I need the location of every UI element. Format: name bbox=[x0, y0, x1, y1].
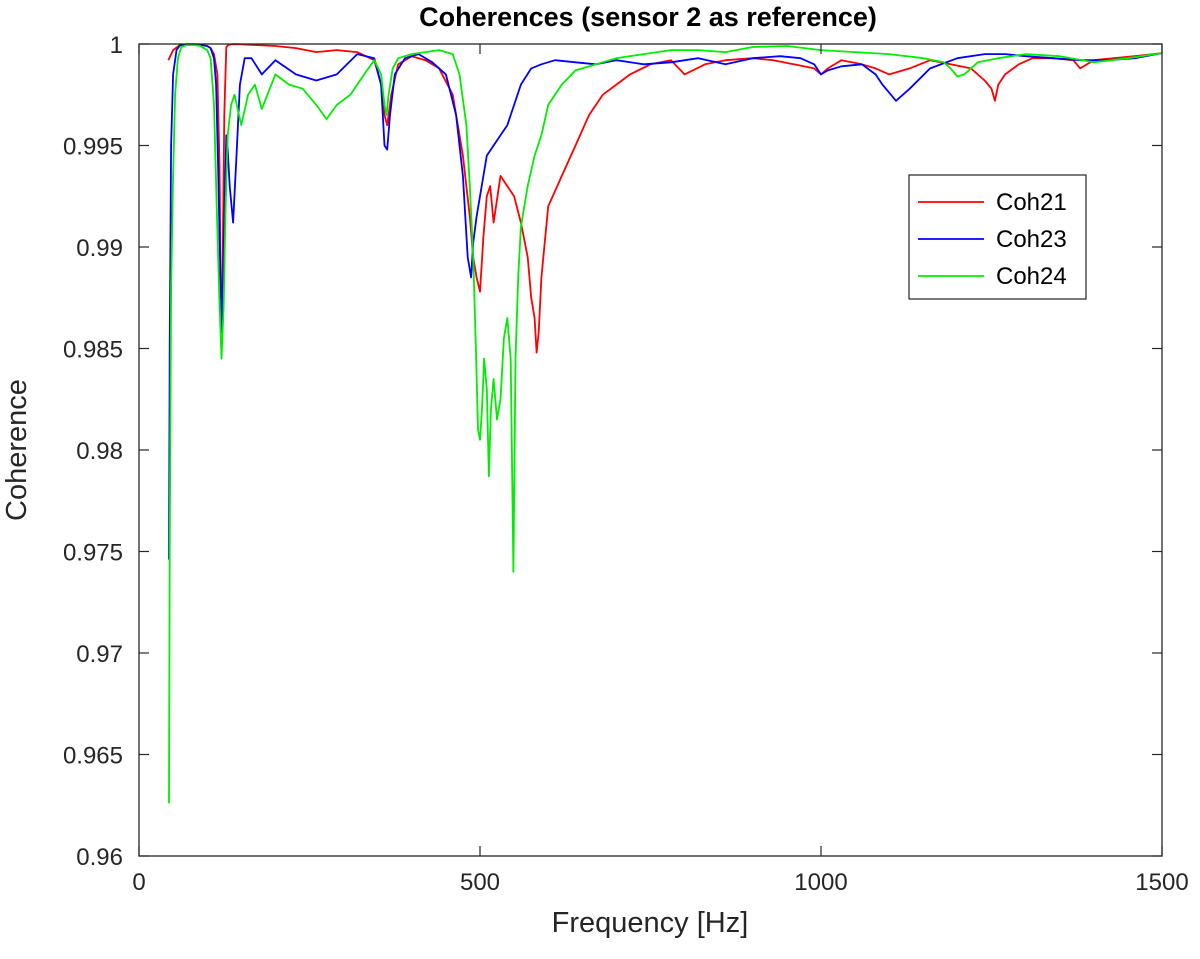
y-axis-ticks: 0.96 0.965 0.97 0.975 0.98 0.985 0.99 0.995 1 bbox=[63, 32, 1162, 871]
legend-label-coh23: Coh23 bbox=[996, 226, 1067, 253]
y-axis-label: Coherence bbox=[1, 379, 33, 521]
y-tick-label: 0.97 bbox=[76, 641, 123, 668]
y-tick-label: 0.96 bbox=[76, 844, 123, 871]
legend: Coh21 Coh23 Coh24 bbox=[908, 174, 1087, 300]
series-lines bbox=[167, 43, 1163, 804]
legend-entries: Coh21 Coh23 Coh24 bbox=[918, 189, 1067, 290]
axes-background bbox=[139, 44, 1162, 856]
y-tick-label: 1 bbox=[110, 32, 123, 59]
y-tick-label: 0.98 bbox=[76, 438, 123, 465]
y-tick-label: 0.995 bbox=[63, 134, 123, 161]
y-tick-label: 0.985 bbox=[63, 337, 123, 364]
series-line-coh24 bbox=[168, 44, 1163, 804]
y-tick-label: 0.99 bbox=[76, 235, 123, 262]
legend-label-coh21: Coh21 bbox=[996, 189, 1067, 216]
plot-area: 0 500 1000 1500 0.96 0.965 0.97 0.975 0.98 0.985… bbox=[63, 32, 1189, 896]
x-tick-label: 500 bbox=[460, 869, 500, 896]
y-tick-label: 0.975 bbox=[63, 540, 123, 567]
legend-box bbox=[908, 174, 1087, 300]
x-tick-label: 0 bbox=[132, 869, 145, 896]
x-tick-label: 1000 bbox=[794, 869, 847, 896]
x-tick-label: 1500 bbox=[1135, 869, 1188, 896]
series-line-coh23 bbox=[168, 43, 1163, 560]
x-axis-label: Frequency [Hz] bbox=[552, 907, 749, 939]
x-axis-ticks: 0 500 1000 1500 bbox=[132, 44, 1189, 896]
y-tick-label: 0.965 bbox=[63, 743, 123, 770]
chart-title: Coherences (sensor 2 as reference) bbox=[419, 2, 877, 32]
legend-label-coh24: Coh24 bbox=[996, 263, 1067, 290]
